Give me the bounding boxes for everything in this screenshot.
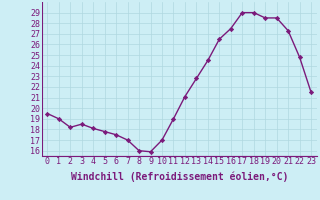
X-axis label: Windchill (Refroidissement éolien,°C): Windchill (Refroidissement éolien,°C) <box>70 172 288 182</box>
